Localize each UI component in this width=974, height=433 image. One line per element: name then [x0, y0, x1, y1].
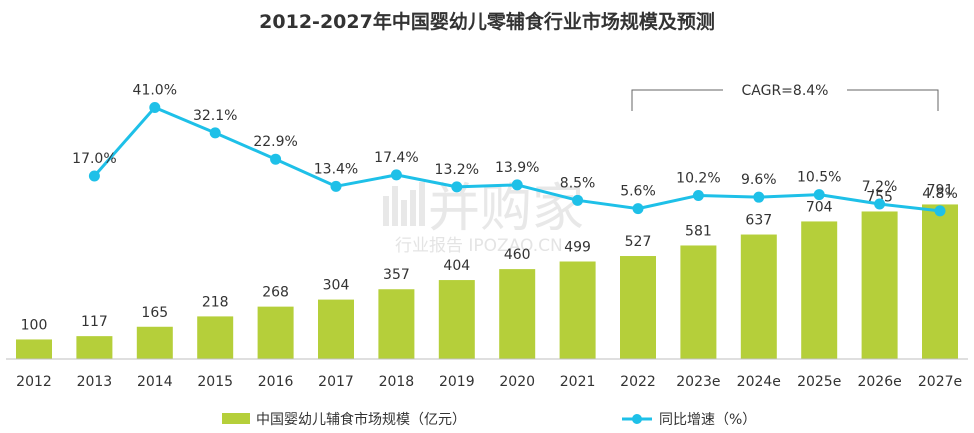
bar-2016 [257, 306, 294, 359]
bar-2023e [680, 245, 717, 359]
bar-2022 [620, 256, 656, 359]
bar-series [16, 204, 958, 359]
growth-label-2014: 41.0% [133, 83, 177, 99]
x-tick-2020: 2020 [499, 374, 535, 390]
growth-point-2013 [88, 170, 100, 182]
growth-label-2026e: 7.2% [862, 179, 898, 195]
growth-point-2026e [874, 198, 886, 210]
bar-label-2027e: 791 [927, 182, 954, 198]
bar-label-2026e: 755 [866, 189, 893, 205]
bar-2014 [136, 326, 173, 359]
bar-2021 [559, 261, 596, 359]
bar-label-2019: 404 [443, 258, 470, 274]
bar-2026e [861, 211, 898, 359]
growth-point-2021 [572, 194, 584, 206]
watermark: 并购家 行业报告 IPOZAO.CN [383, 179, 584, 256]
bar-label-2022: 527 [625, 234, 652, 250]
growth-point-2027e [934, 205, 946, 217]
bar-2027e [922, 204, 958, 359]
x-axis-tick-labels: 2012 2013 2014 2015 2016 2017 2018 2019 2020 2021… [16, 374, 962, 390]
bar-label-2012: 100 [21, 317, 48, 333]
growth-label-2019: 13.2% [435, 162, 479, 178]
bar-label-2017: 304 [323, 278, 350, 294]
x-tick-2012: 2012 [16, 374, 52, 390]
bar-label-2020: 460 [504, 247, 531, 263]
growth-point-2015 [209, 127, 221, 139]
legend-label-bar: 中国婴幼儿辅食市场规模（亿元） [256, 411, 466, 428]
growth-label-2027e: 4.8% [922, 186, 958, 202]
bar-label-2014: 165 [141, 305, 168, 321]
x-tick-2015: 2015 [197, 374, 233, 390]
growth-label-2013: 17.0% [72, 151, 116, 167]
growth-label-2024e: 9.6% [741, 172, 777, 188]
bar-2024e [740, 234, 777, 359]
growth-point-2023e [692, 189, 704, 201]
x-tick-2018: 2018 [379, 374, 415, 390]
bar-label-2025e: 704 [806, 199, 833, 215]
growth-point-2024e [753, 191, 765, 203]
growth-label-2022: 5.6% [620, 184, 656, 200]
x-tick-2026e: 2026e [857, 374, 901, 390]
bar-label-2018: 357 [383, 267, 410, 283]
x-tick-2017: 2017 [318, 374, 354, 390]
watermark-sub-text: 行业报告 IPOZAO.CN [395, 236, 563, 256]
x-tick-2016: 2016 [258, 374, 294, 390]
bar-label-2015: 218 [202, 294, 229, 310]
bar-2017 [318, 299, 354, 359]
x-tick-2023e: 2023e [676, 374, 720, 390]
chart-title: 2012-2027年中国婴幼儿零辅食行业市场规模及预测 [259, 10, 715, 33]
bar-2025e [801, 221, 838, 359]
bar-2019 [438, 280, 475, 359]
cagr-bracket [631, 89, 939, 111]
growth-point-2018 [390, 169, 402, 181]
legend: 中国婴幼儿辅食市场规模（亿元） 同比增速（%） [222, 411, 756, 428]
x-tick-2019: 2019 [439, 374, 475, 390]
cagr-annotation: CAGR=8.4% [631, 83, 939, 111]
x-tick-2013: 2013 [77, 374, 113, 390]
bar-data-labels: 100 117 165 218 268 304 357 404 460 499 527 581 637 7… [21, 182, 954, 333]
x-tick-2024e: 2024e [737, 374, 781, 390]
bar-2018 [378, 289, 415, 359]
growth-point-2025e [813, 189, 825, 201]
growth-point-2017 [330, 180, 342, 192]
bar-label-2023e: 581 [685, 223, 712, 239]
bar-2013 [76, 336, 113, 359]
growth-label-2025e: 10.5% [797, 170, 841, 186]
x-tick-2025e: 2025e [797, 374, 841, 390]
bar-2020 [499, 269, 536, 359]
growth-data-labels: 17.0% 41.0% 32.1% 22.9% 13.4% 17.4% 13.2% 13.9%… [72, 83, 958, 202]
watermark-logo-icon [383, 182, 425, 226]
bar-2012 [16, 339, 52, 359]
legend-swatch-bar [222, 413, 250, 424]
cagr-label: CAGR=8.4% [742, 83, 829, 99]
growth-label-2023e: 10.2% [676, 170, 720, 186]
growth-label-2021: 8.5% [560, 175, 596, 191]
bar-label-2024e: 637 [745, 213, 772, 229]
legend-swatch-marker [632, 414, 642, 424]
growth-line-series [88, 102, 946, 217]
bar-label-2013: 117 [81, 314, 108, 330]
x-tick-2021: 2021 [560, 374, 596, 390]
growth-label-2018: 17.4% [374, 150, 418, 166]
growth-point-2019 [451, 181, 463, 193]
growth-point-2022 [632, 203, 644, 215]
growth-label-2020: 13.9% [495, 160, 539, 176]
growth-label-2017: 13.4% [314, 161, 358, 177]
x-tick-2027e: 2027e [918, 374, 962, 390]
growth-point-2014 [149, 102, 161, 114]
growth-point-2016 [270, 153, 282, 165]
growth-label-2016: 22.9% [253, 134, 297, 150]
bar-2015 [197, 316, 234, 359]
legend-label-line: 同比增速（%） [659, 412, 756, 428]
growth-point-2020 [511, 179, 523, 191]
bar-label-2016: 268 [262, 285, 289, 301]
x-tick-2014: 2014 [137, 374, 173, 390]
bar-label-2021: 499 [564, 239, 591, 255]
growth-label-2015: 32.1% [193, 108, 237, 124]
x-tick-2022: 2022 [620, 374, 656, 390]
